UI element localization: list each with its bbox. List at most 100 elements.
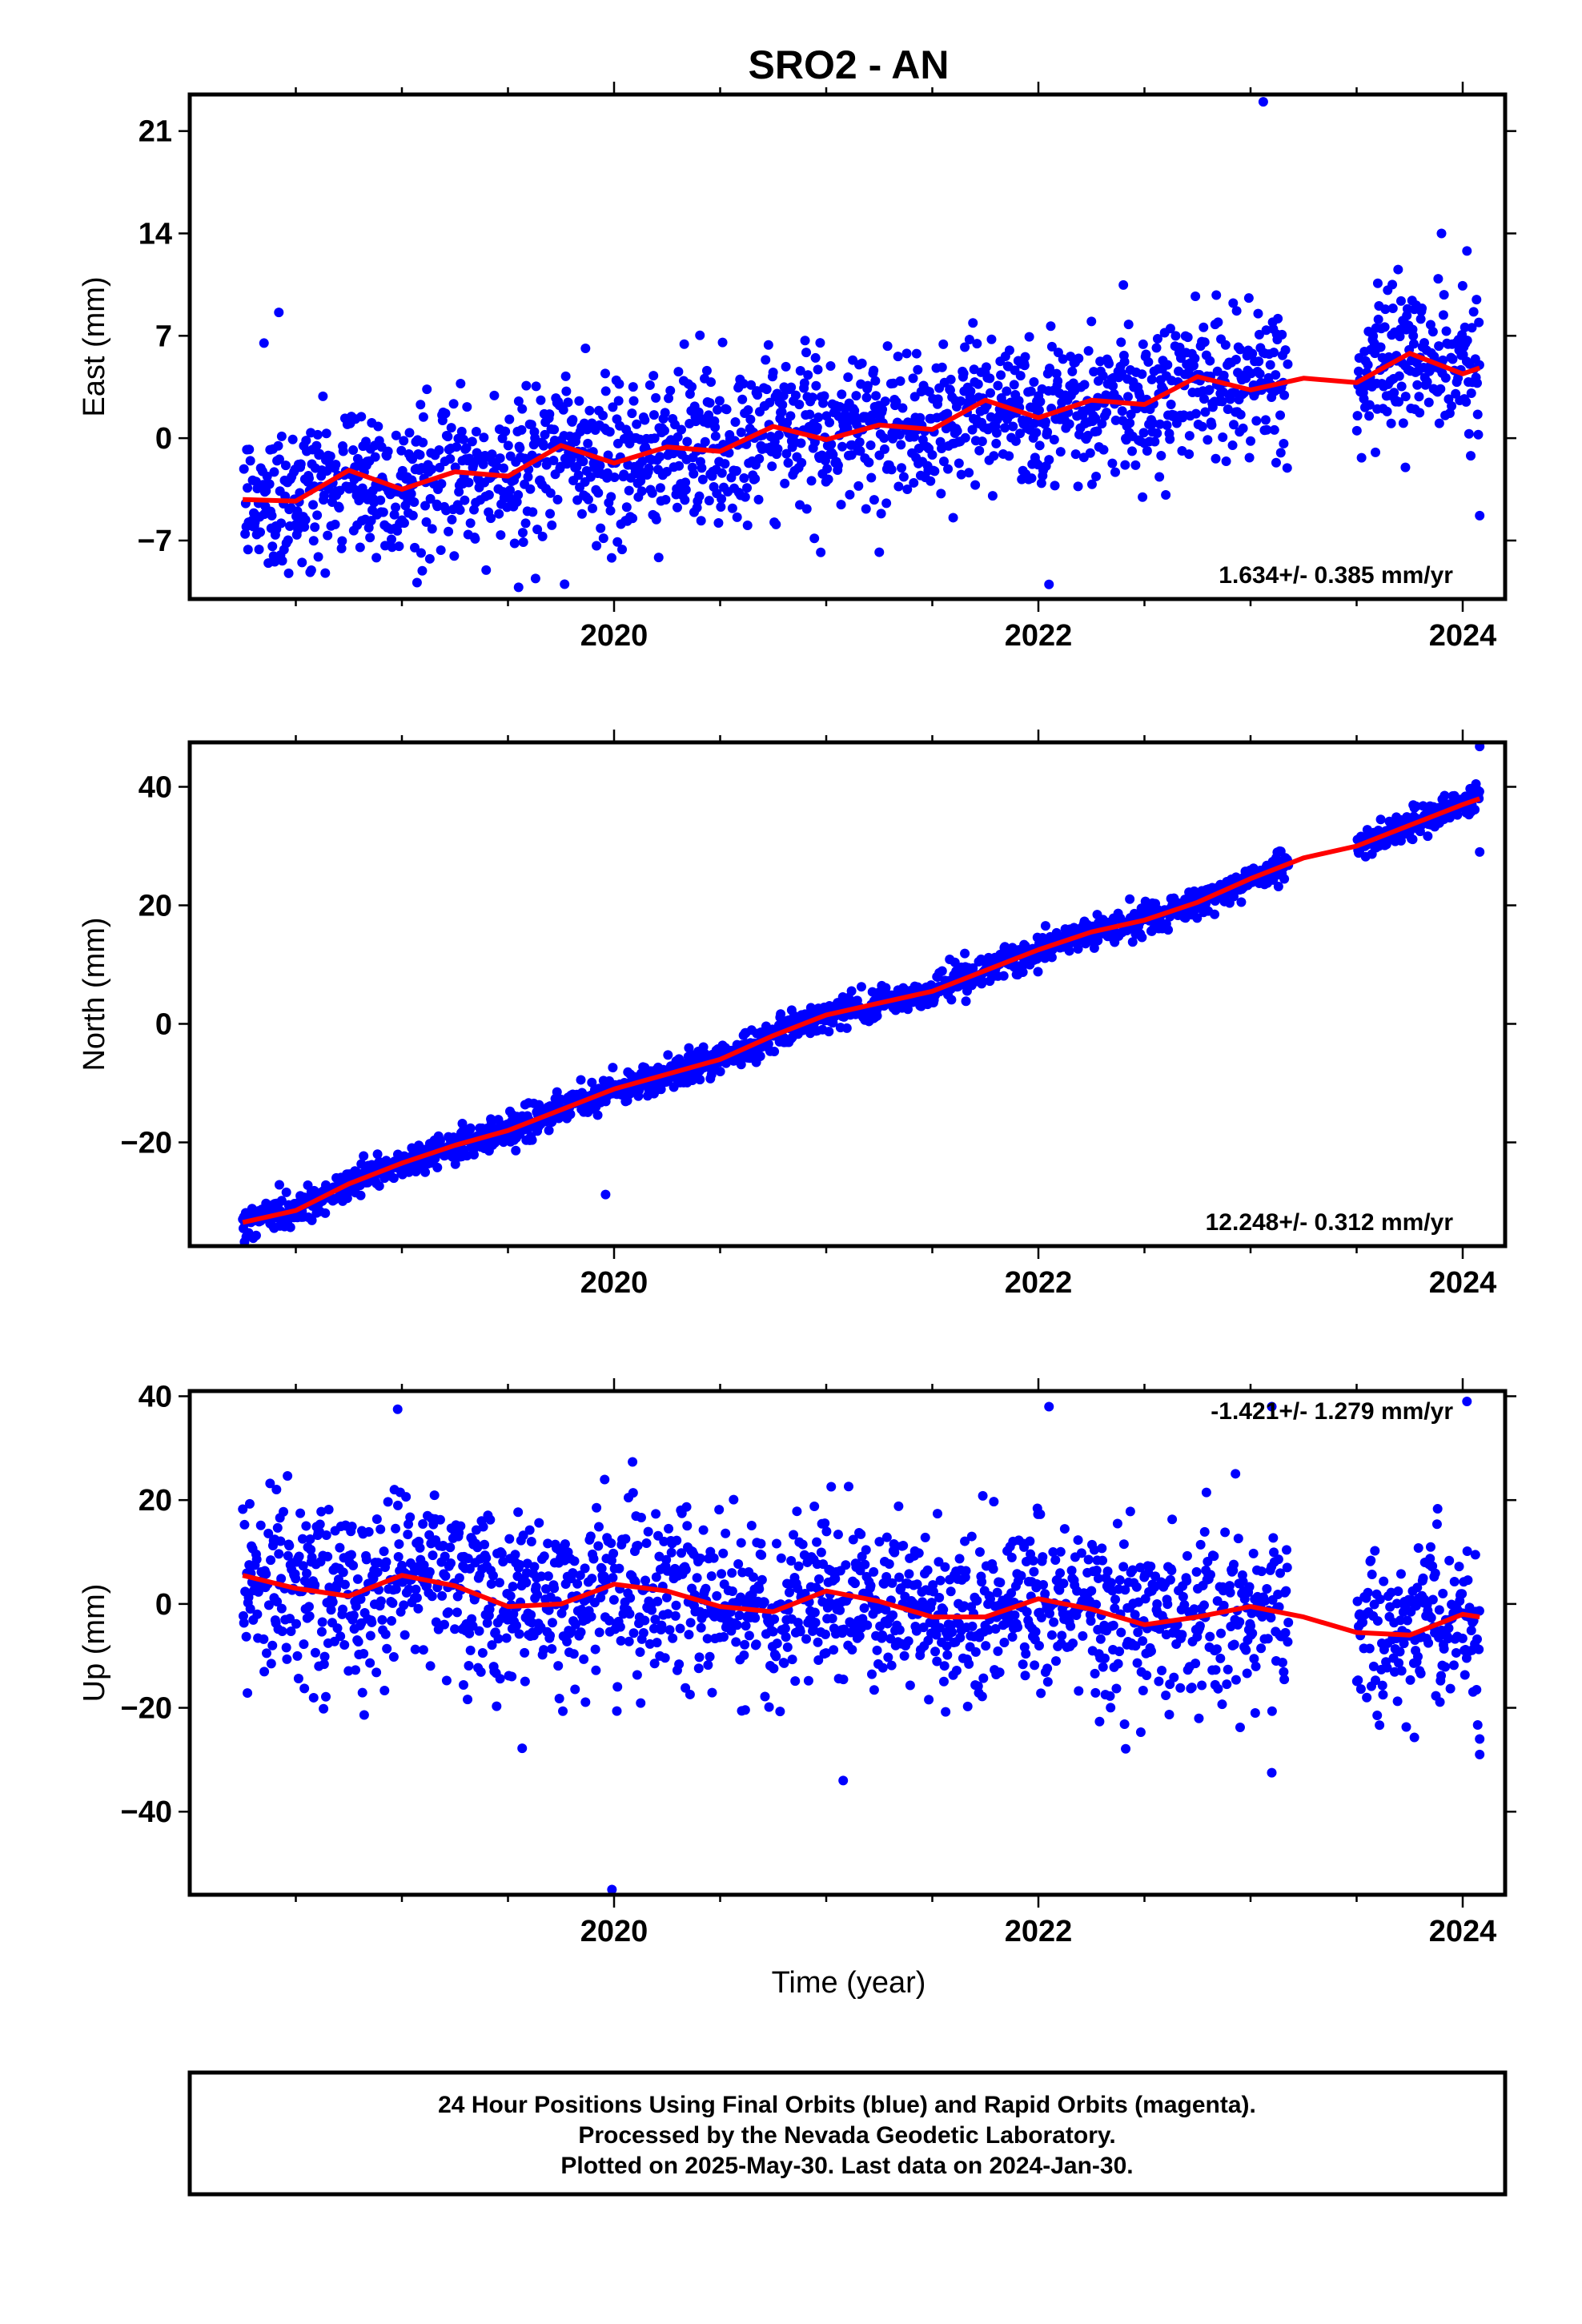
data-point (635, 1647, 645, 1658)
data-point (816, 1547, 826, 1558)
data-point (638, 1627, 648, 1638)
data-point (521, 1578, 532, 1588)
data-point (593, 1541, 604, 1551)
data-point (1411, 801, 1421, 811)
y-tick-label: 0 (155, 1008, 172, 1042)
data-point (418, 437, 428, 448)
data-point (572, 461, 582, 472)
data-point (560, 1539, 570, 1550)
data-point (913, 364, 923, 375)
data-point (277, 1626, 287, 1636)
data-point (353, 1637, 363, 1647)
data-point (1123, 320, 1134, 330)
data-point (283, 1550, 293, 1561)
data-point (355, 1190, 366, 1200)
data-point (1042, 1663, 1053, 1674)
data-point (325, 451, 335, 461)
data-point (1275, 410, 1286, 420)
data-point (465, 1645, 476, 1655)
data-point (1203, 435, 1213, 445)
data-point (320, 568, 331, 578)
data-point (450, 1624, 460, 1634)
data-point (1141, 349, 1151, 360)
data-point (547, 1618, 557, 1628)
data-point (274, 1180, 284, 1190)
data-point (600, 386, 611, 396)
data-point (499, 463, 509, 473)
data-point (327, 1597, 338, 1607)
data-point (272, 1522, 283, 1533)
data-point (504, 414, 515, 424)
data-point (909, 477, 919, 488)
data-point (780, 1623, 790, 1634)
data-point (946, 1620, 957, 1630)
data-point (655, 483, 665, 493)
data-point (706, 1571, 717, 1582)
data-point (425, 1661, 436, 1671)
data-point (1066, 1621, 1076, 1631)
data-point (670, 1610, 681, 1621)
data-point (239, 1618, 249, 1628)
data-point (1275, 448, 1286, 458)
data-point (1253, 308, 1263, 319)
data-point (756, 1538, 766, 1549)
data-point (1102, 408, 1112, 418)
data-point (991, 438, 1002, 448)
data-point (681, 485, 691, 495)
data-point (977, 1577, 987, 1587)
rate-label: 1.634+/- 0.385 mm/yr (1219, 562, 1453, 589)
data-point (319, 1703, 329, 1714)
data-point (974, 1546, 985, 1557)
data-point (283, 535, 293, 545)
data-point (938, 1676, 949, 1687)
data-point (783, 457, 793, 468)
data-point (655, 452, 665, 462)
data-point (1008, 421, 1018, 432)
data-point (1400, 392, 1411, 402)
data-point (938, 456, 949, 467)
data-point (1434, 341, 1444, 352)
data-point (1083, 1554, 1094, 1565)
data-point (696, 516, 706, 526)
data-point (391, 430, 401, 440)
data-point (580, 1563, 590, 1574)
data-point (757, 1574, 767, 1585)
data-point (513, 396, 524, 407)
data-point (267, 1640, 278, 1651)
data-point (745, 414, 756, 424)
data-point (356, 412, 367, 422)
data-point (1408, 331, 1419, 341)
data-point (894, 1625, 905, 1635)
data-point (399, 518, 409, 529)
data-point (1282, 463, 1292, 473)
data-point (299, 522, 310, 533)
data-point (1094, 1716, 1105, 1727)
data-point (1254, 329, 1264, 340)
data-point (661, 494, 671, 505)
data-point (495, 453, 505, 464)
data-point (998, 971, 1009, 981)
data-point (1004, 345, 1014, 356)
data-point (355, 1594, 366, 1604)
data-point (785, 411, 796, 421)
data-point (518, 1530, 528, 1541)
data-point (1058, 354, 1068, 364)
data-point (659, 1536, 669, 1546)
data-point (1015, 371, 1026, 381)
data-point (716, 501, 726, 512)
data-point (1099, 1653, 1110, 1663)
data-point (605, 505, 616, 516)
data-point (379, 1686, 390, 1696)
data-point (872, 1645, 882, 1655)
data-point (952, 426, 962, 436)
data-point (264, 479, 275, 489)
data-point (789, 1530, 799, 1540)
data-point (1457, 280, 1468, 291)
data-point (901, 348, 912, 359)
data-point (697, 474, 708, 485)
data-point (661, 1554, 672, 1565)
data-point (1010, 436, 1021, 446)
data-point (1221, 456, 1231, 467)
data-point (826, 1482, 837, 1492)
data-point (1150, 436, 1160, 447)
